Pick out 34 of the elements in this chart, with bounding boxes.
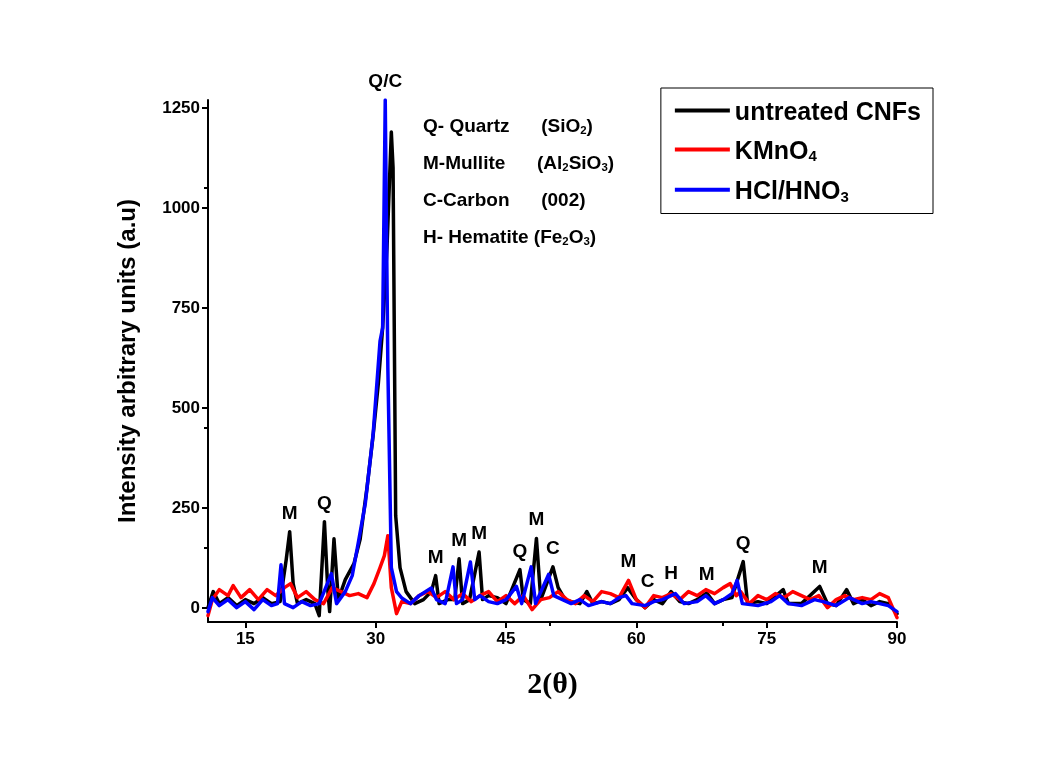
annotation: M bbox=[528, 508, 545, 530]
annotation: M bbox=[811, 556, 828, 578]
y-tick-label: 0 bbox=[190, 598, 200, 618]
annotation: Q bbox=[512, 539, 528, 561]
annotation: H bbox=[664, 561, 678, 583]
x-tick-label: 15 bbox=[235, 629, 255, 648]
annotation: M bbox=[427, 545, 444, 567]
annotation: C bbox=[546, 536, 561, 558]
annotation: Q- Quartz (SiO2) bbox=[423, 115, 593, 137]
annotation: Q bbox=[317, 491, 332, 513]
annotation: M bbox=[281, 501, 298, 523]
annotation: Q bbox=[735, 531, 751, 553]
annotation: M-Mullite (Al2SiO3) bbox=[423, 152, 615, 174]
annotation: M bbox=[698, 562, 715, 584]
annotation: M bbox=[471, 522, 487, 544]
annotation: M bbox=[451, 528, 468, 550]
y-tick-label: 1250 bbox=[162, 98, 200, 118]
x-tick-label: 60 bbox=[626, 629, 646, 648]
y-axis-title: Intensity arbitrary units (a.u) bbox=[112, 198, 140, 524]
x-tick-label: 75 bbox=[757, 629, 777, 648]
y-tick-label: 750 bbox=[171, 298, 200, 318]
annotation: H- Hematite (Fe2O3) bbox=[423, 226, 597, 248]
x-tick-label: 30 bbox=[366, 629, 386, 648]
annotation: M bbox=[620, 550, 637, 572]
x-tick-label: 90 bbox=[887, 629, 907, 648]
y-tick-label: 500 bbox=[171, 398, 200, 418]
x-tick-label: 45 bbox=[496, 629, 516, 648]
annotation: C bbox=[640, 569, 655, 591]
y-tick-label: 250 bbox=[171, 498, 200, 518]
x-axis-title: 2(θ) bbox=[527, 665, 578, 700]
legend-label: untreated CNFs bbox=[734, 96, 922, 125]
annotation: C-Carbon (002) bbox=[423, 189, 586, 210]
annotation: Q/C bbox=[368, 70, 403, 91]
y-tick-label: 1000 bbox=[162, 198, 200, 218]
